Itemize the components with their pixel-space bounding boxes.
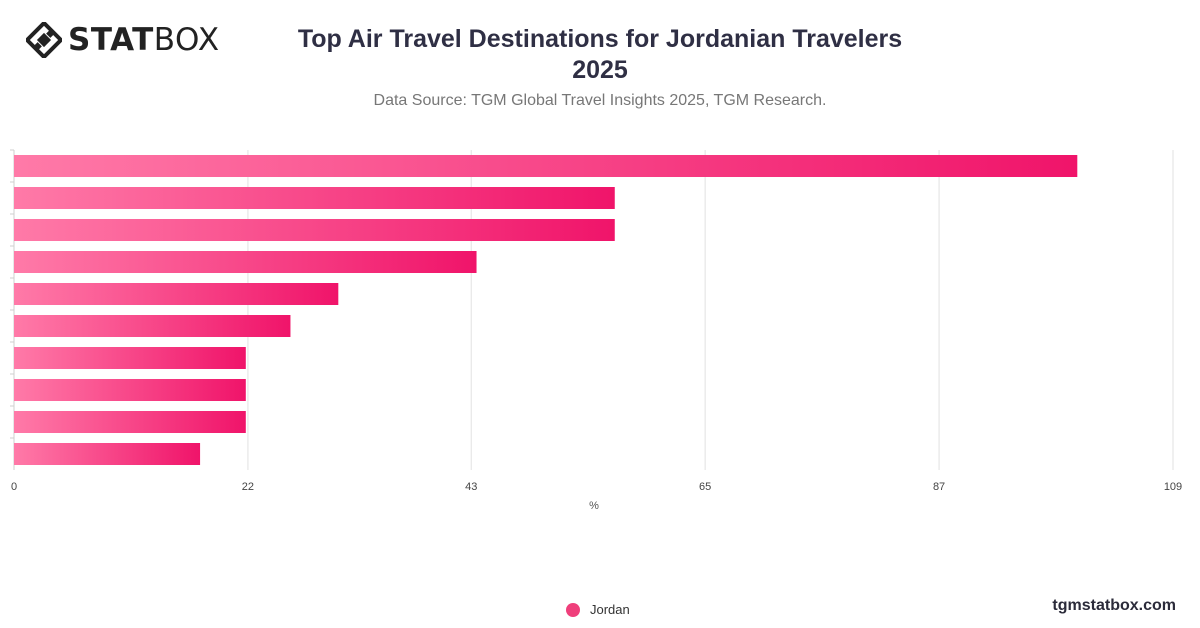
x-tick-label-4: 87 [933,481,945,493]
chart-title: Top Air Travel Destinations for Jordania… [0,24,1200,86]
logo-wordmark-light: BOX [153,22,220,58]
chart-subtitle: Data Source: TGM Global Travel Insights … [373,92,827,109]
chart-title-line-2: 2025 [572,56,628,84]
x-tick-label-2: 43 [465,481,477,493]
legend[interactable]: Jordan [566,602,630,617]
logo-wordmark: STATBOX [68,22,220,58]
legend-label-jordan: Jordan [590,602,630,617]
x-tick-label-5: 109 [1164,481,1182,493]
site-url[interactable]: tgmstatbox.com [1052,597,1176,614]
bar-4[interactable] [14,251,477,273]
bar-2[interactable] [14,187,615,209]
bar-8[interactable] [14,379,246,401]
diamond-grid-icon [26,22,62,58]
bar-6[interactable] [14,315,291,337]
bar-10[interactable] [14,443,201,465]
bar-3[interactable] [14,219,615,241]
x-axis-label: % [589,500,599,512]
legend-swatch [566,602,580,617]
bar-1[interactable] [14,155,1078,177]
bar-5[interactable] [14,283,339,305]
x-tick-label-1: 22 [242,481,254,493]
logo-wordmark-bold: STAT [68,22,154,58]
x-tick-label-0: 0 [11,481,17,493]
statbox-logo: STATBOX [26,22,220,58]
chart-title-line-1: Top Air Travel Destinations for Jordania… [297,25,903,53]
x-tick-label-3: 65 [699,481,711,493]
bar-7[interactable] [14,347,246,369]
bar-9[interactable] [14,411,246,433]
